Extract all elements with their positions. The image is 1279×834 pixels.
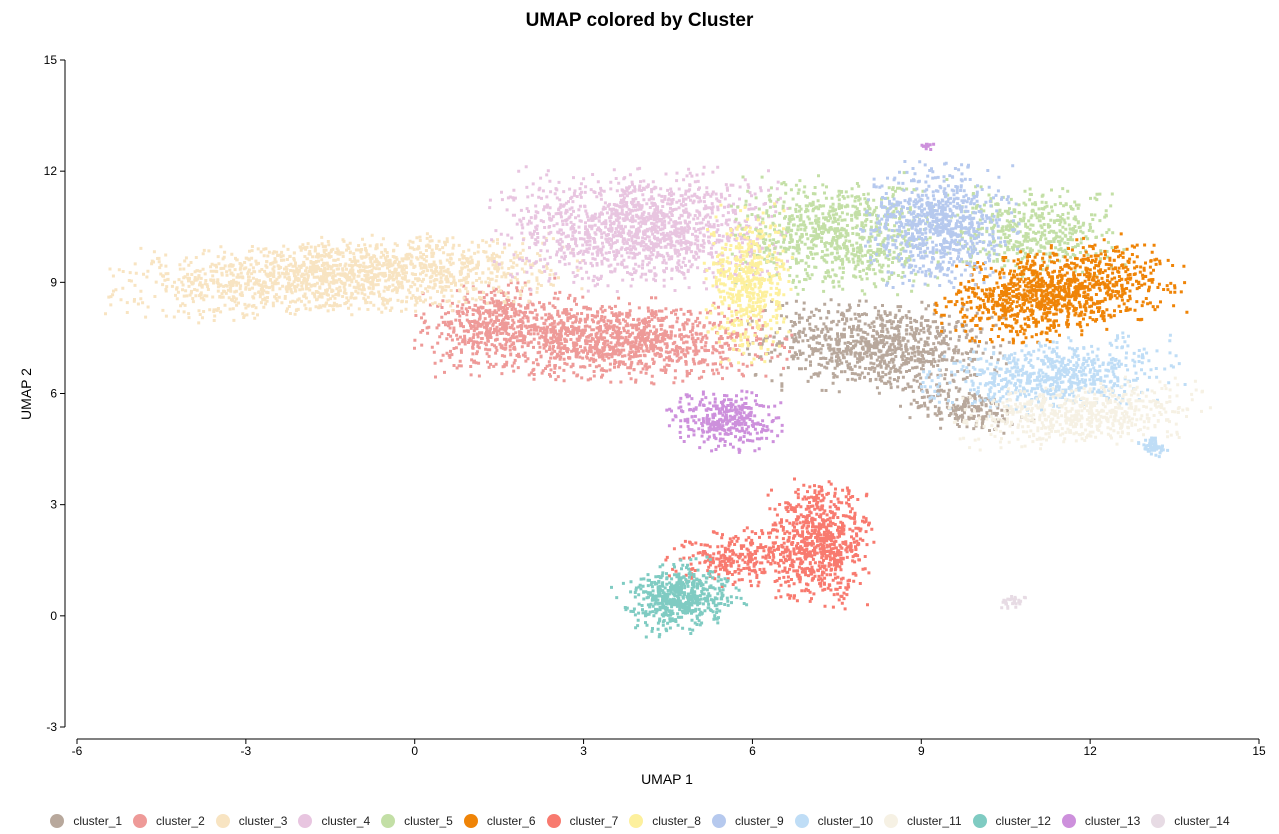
y-axis: -3 0 3 6 9 12 15 — [44, 53, 66, 734]
legend-item-cluster-11[interactable]: cluster_11 — [884, 814, 962, 828]
legend-item-cluster-3[interactable]: cluster_3 — [215, 814, 288, 828]
x-tick-label: 3 — [580, 744, 587, 758]
y-tick-label: 9 — [50, 275, 57, 289]
series-cluster-10 — [919, 331, 1187, 459]
series-cluster-11 — [947, 375, 1212, 452]
legend-label: cluster_11 — [907, 814, 962, 828]
legend-label: cluster_14 — [1174, 814, 1230, 828]
series-cluster-7 — [664, 477, 876, 611]
series-cluster-2 — [413, 276, 794, 386]
y-tick-label: 3 — [50, 498, 57, 512]
legend-marker-icon — [215, 814, 230, 828]
y-axis-title: UMAP 2 — [18, 368, 34, 420]
y-tick-label: 15 — [44, 53, 58, 67]
legend-item-cluster-7[interactable]: cluster_7 — [546, 814, 619, 828]
x-tick-label: 0 — [411, 744, 418, 758]
legend-marker-icon — [711, 814, 726, 828]
data-points — [104, 142, 1212, 639]
series-cluster-8 — [702, 202, 794, 365]
legend-item-cluster-1[interactable]: cluster_1 — [50, 814, 122, 828]
legend-item-cluster-4[interactable]: cluster_4 — [298, 814, 370, 828]
legend-label: cluster_1 — [73, 814, 123, 828]
legend-marker-icon — [1061, 814, 1076, 828]
legend-item-cluster-13[interactable]: cluster_13 — [1061, 814, 1141, 828]
legend-item-cluster-2[interactable]: cluster_2 — [133, 814, 205, 828]
legend-marker-icon — [1151, 814, 1166, 828]
y-tick-label: 12 — [44, 164, 58, 178]
series-cluster-3 — [104, 231, 584, 325]
series-cluster-12 — [610, 555, 749, 639]
legend-label: cluster_13 — [1084, 814, 1141, 828]
legend-item-cluster-12[interactable]: cluster_12 — [972, 814, 1051, 828]
legend-marker-icon — [884, 814, 899, 828]
series-cluster-4 — [488, 165, 791, 293]
legend-marker-icon — [629, 814, 644, 828]
series-cluster-14 — [1000, 595, 1027, 610]
legend-label: cluster_4 — [321, 814, 371, 828]
x-tick-label: 12 — [1083, 744, 1097, 758]
legend-marker-icon — [972, 814, 987, 828]
legend-marker-icon — [298, 814, 313, 828]
legend-marker-icon — [794, 814, 809, 828]
legend-label: cluster_9 — [734, 814, 784, 828]
legend-marker-icon — [546, 814, 561, 828]
series-cluster-5 — [729, 171, 1127, 297]
legend-item-cluster-8[interactable]: cluster_8 — [629, 814, 701, 828]
legend-marker-icon — [133, 814, 148, 828]
x-tick-label: 9 — [918, 744, 925, 758]
chart-title: UMAP colored by Cluster — [525, 10, 754, 31]
legend-label: cluster_5 — [404, 814, 453, 828]
legend-item-cluster-10[interactable]: cluster_10 — [794, 814, 874, 828]
legend-label: cluster_10 — [817, 814, 874, 828]
legend-label: cluster_8 — [652, 814, 701, 828]
x-tick-label: -3 — [241, 744, 252, 758]
series-cluster-6 — [933, 232, 1189, 345]
y-tick-label: -3 — [46, 720, 57, 734]
legend-item-cluster-14[interactable]: cluster_14 — [1151, 814, 1230, 828]
legend-label: cluster_12 — [995, 814, 1051, 828]
legend-label: cluster_6 — [486, 814, 536, 828]
legend-marker-icon — [50, 814, 65, 828]
x-tick-label: -6 — [72, 744, 83, 758]
legend-item-cluster-9[interactable]: cluster_9 — [711, 814, 784, 828]
legend: cluster_1 cluster_2 cluster_3 cluster_4 clus… — [0, 810, 1279, 832]
legend-label: cluster_2 — [156, 814, 205, 828]
legend-marker-icon — [463, 814, 478, 828]
y-tick-label: 6 — [50, 387, 57, 401]
legend-item-cluster-6[interactable]: cluster_6 — [463, 814, 536, 828]
y-tick-label: 0 — [50, 609, 57, 623]
legend-item-cluster-5[interactable]: cluster_5 — [381, 814, 453, 828]
legend-marker-icon — [381, 814, 396, 828]
legend-label: cluster_3 — [238, 814, 288, 828]
x-tick-label: 6 — [749, 744, 756, 758]
series-cluster-1 — [746, 298, 1036, 435]
series-cluster-9 — [859, 160, 1021, 289]
legend-label: cluster_7 — [569, 814, 619, 828]
x-tick-label: 15 — [1252, 744, 1266, 758]
x-axis-title: UMAP 1 — [641, 771, 693, 787]
x-axis: -6 -3 0 3 6 9 12 15 — [72, 738, 1266, 758]
